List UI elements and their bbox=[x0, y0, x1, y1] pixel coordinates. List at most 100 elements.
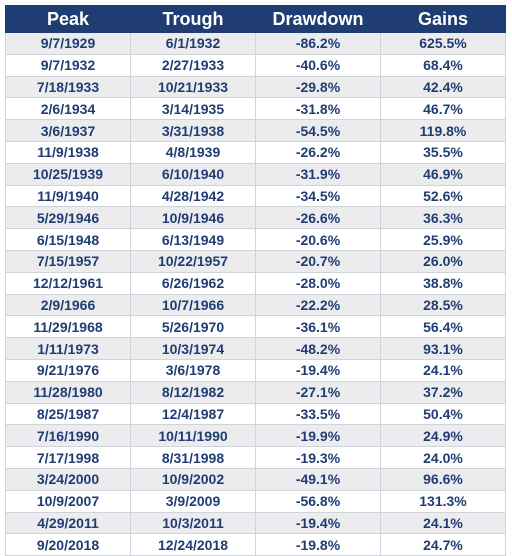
header-peak: Peak bbox=[5, 5, 131, 33]
trough-cell: 6/26/1962 bbox=[130, 271, 256, 295]
drawdown-cell: -33.5% bbox=[255, 402, 381, 426]
drawdown-cell: -27.1% bbox=[255, 380, 381, 404]
peak-cell: 7/17/1998 bbox=[5, 446, 131, 469]
peak-cell: 11/9/1938 bbox=[5, 140, 131, 164]
peak-cell: 5/29/1946 bbox=[5, 206, 131, 230]
peak-cell: 7/18/1933 bbox=[5, 75, 131, 99]
trough-cell: 10/7/1966 bbox=[130, 293, 256, 317]
gains-cell: 35.5% bbox=[380, 140, 506, 164]
gains-cell: 96.6% bbox=[380, 467, 506, 491]
gains-cell: 37.2% bbox=[380, 380, 506, 404]
table-row: 7/17/1998 8/31/1998 -19.3% 24.0% bbox=[5, 446, 506, 469]
peak-cell: 2/6/1934 bbox=[5, 97, 131, 121]
table-row: 10/25/1939 6/10/1940 -31.9% 46.9% bbox=[5, 162, 506, 186]
drawdown-cell: -19.3% bbox=[255, 446, 381, 469]
trough-cell: 6/10/1940 bbox=[130, 162, 256, 186]
drawdown-cell: -48.2% bbox=[255, 337, 381, 360]
gains-cell: 24.9% bbox=[380, 424, 506, 448]
peak-cell: 7/15/1957 bbox=[5, 249, 131, 273]
table-row: 2/6/1934 3/14/1935 -31.8% 46.7% bbox=[5, 97, 506, 121]
peak-cell: 10/9/2007 bbox=[5, 489, 131, 513]
drawdown-cell: -22.2% bbox=[255, 293, 381, 317]
gains-cell: 52.6% bbox=[380, 184, 506, 208]
gains-cell: 24.1% bbox=[380, 358, 506, 382]
peak-cell: 12/12/1961 bbox=[5, 271, 131, 295]
peak-cell: 9/20/2018 bbox=[5, 533, 131, 556]
drawdown-cell: -31.8% bbox=[255, 97, 381, 121]
drawdown-cell: -36.1% bbox=[255, 315, 381, 339]
drawdown-cell: -26.2% bbox=[255, 140, 381, 164]
table-row: 2/9/1966 10/7/1966 -22.2% 28.5% bbox=[5, 293, 506, 317]
trough-cell: 2/27/1933 bbox=[130, 53, 256, 77]
table-row: 9/7/1929 6/1/1932 -86.2% 625.5% bbox=[5, 32, 506, 55]
peak-cell: 2/9/1966 bbox=[5, 293, 131, 317]
peak-cell: 9/21/1976 bbox=[5, 358, 131, 382]
peak-cell: 6/15/1948 bbox=[5, 228, 131, 251]
drawdown-cell: -34.5% bbox=[255, 184, 381, 208]
header-drawdown: Drawdown bbox=[255, 5, 381, 33]
peak-cell: 10/25/1939 bbox=[5, 162, 131, 186]
gains-cell: 26.0% bbox=[380, 249, 506, 273]
trough-cell: 3/6/1978 bbox=[130, 358, 256, 382]
trough-cell: 10/22/1957 bbox=[130, 249, 256, 273]
gains-cell: 50.4% bbox=[380, 402, 506, 426]
table-row: 9/7/1932 2/27/1933 -40.6% 68.4% bbox=[5, 53, 506, 77]
drawdown-cell: -28.0% bbox=[255, 271, 381, 295]
drawdown-cell: -49.1% bbox=[255, 467, 381, 491]
peak-cell: 4/29/2011 bbox=[5, 511, 131, 535]
table-header: Peak Trough Drawdown Gains bbox=[5, 5, 506, 33]
trough-cell: 8/12/1982 bbox=[130, 380, 256, 404]
table-row: 11/9/1940 4/28/1942 -34.5% 52.6% bbox=[5, 184, 506, 208]
peak-cell: 11/29/1968 bbox=[5, 315, 131, 339]
drawdown-cell: -19.4% bbox=[255, 358, 381, 382]
trough-cell: 10/9/1946 bbox=[130, 206, 256, 230]
drawdown-cell: -56.8% bbox=[255, 489, 381, 513]
gains-cell: 56.4% bbox=[380, 315, 506, 339]
header-trough: Trough bbox=[130, 5, 256, 33]
gains-cell: 24.7% bbox=[380, 533, 506, 556]
gains-cell: 131.3% bbox=[380, 489, 506, 513]
gains-cell: 46.7% bbox=[380, 97, 506, 121]
table-row: 7/18/1933 10/21/1933 -29.8% 42.4% bbox=[5, 75, 506, 99]
peak-cell: 8/25/1987 bbox=[5, 402, 131, 426]
trough-cell: 3/9/2009 bbox=[130, 489, 256, 513]
gains-cell: 28.5% bbox=[380, 293, 506, 317]
gains-cell: 46.9% bbox=[380, 162, 506, 186]
trough-cell: 6/1/1932 bbox=[130, 32, 256, 55]
gains-cell: 24.1% bbox=[380, 511, 506, 535]
trough-cell: 3/31/1938 bbox=[130, 119, 256, 142]
table-row: 11/29/1968 5/26/1970 -36.1% 56.4% bbox=[5, 315, 506, 339]
trough-cell: 6/13/1949 bbox=[130, 228, 256, 251]
trough-cell: 10/3/2011 bbox=[130, 511, 256, 535]
table-row: 8/25/1987 12/4/1987 -33.5% 50.4% bbox=[5, 402, 506, 426]
peak-cell: 9/7/1932 bbox=[5, 53, 131, 77]
drawdown-cell: -20.6% bbox=[255, 228, 381, 251]
drawdown-cell: -54.5% bbox=[255, 119, 381, 142]
trough-cell: 12/24/2018 bbox=[130, 533, 256, 556]
drawdown-cell: -19.4% bbox=[255, 511, 381, 535]
table-row: 5/29/1946 10/9/1946 -26.6% 36.3% bbox=[5, 206, 506, 230]
trough-cell: 3/14/1935 bbox=[130, 97, 256, 121]
drawdown-cell: -29.8% bbox=[255, 75, 381, 99]
table-row: 7/16/1990 10/11/1990 -19.9% 24.9% bbox=[5, 424, 506, 448]
table-row: 3/6/1937 3/31/1938 -54.5% 119.8% bbox=[5, 119, 506, 142]
table-row: 1/11/1973 10/3/1974 -48.2% 93.1% bbox=[5, 337, 506, 360]
drawdown-cell: -19.8% bbox=[255, 533, 381, 556]
peak-cell: 1/11/1973 bbox=[5, 337, 131, 360]
drawdown-cell: -26.6% bbox=[255, 206, 381, 230]
table-row: 3/24/2000 10/9/2002 -49.1% 96.6% bbox=[5, 467, 506, 491]
gains-cell: 25.9% bbox=[380, 228, 506, 251]
trough-cell: 8/31/1998 bbox=[130, 446, 256, 469]
drawdown-table-container: Peak Trough Drawdown Gains 9/7/1929 6/1/1932… bbox=[5, 5, 506, 556]
drawdown-gains-table: Peak Trough Drawdown Gains 9/7/1929 6/1/1932… bbox=[5, 5, 506, 556]
drawdown-cell: -19.9% bbox=[255, 424, 381, 448]
trough-cell: 4/28/1942 bbox=[130, 184, 256, 208]
gains-cell: 42.4% bbox=[380, 75, 506, 99]
table-row: 9/21/1976 3/6/1978 -19.4% 24.1% bbox=[5, 358, 506, 382]
peak-cell: 7/16/1990 bbox=[5, 424, 131, 448]
table-row: 10/9/2007 3/9/2009 -56.8% 131.3% bbox=[5, 489, 506, 513]
gains-cell: 119.8% bbox=[380, 119, 506, 142]
gains-cell: 38.8% bbox=[380, 271, 506, 295]
table-body: 9/7/1929 6/1/1932 -86.2% 625.5% 9/7/1932 2/27… bbox=[5, 32, 506, 556]
trough-cell: 5/26/1970 bbox=[130, 315, 256, 339]
